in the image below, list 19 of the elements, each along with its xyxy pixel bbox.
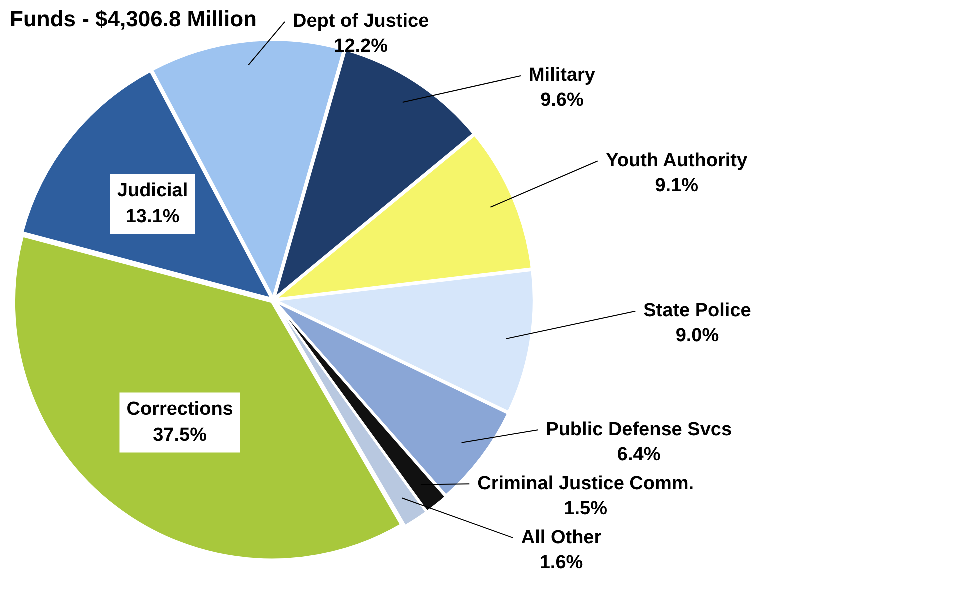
- data-label: 37.5%: [153, 424, 208, 446]
- data-label: 12.2%: [334, 36, 388, 58]
- data-label: 1.6%: [540, 552, 584, 574]
- slice-label: Corrections: [126, 398, 234, 420]
- slice-label: Dept of Justice: [292, 11, 430, 32]
- data-label: 1.5%: [564, 498, 608, 520]
- data-label: 9.0%: [676, 326, 720, 347]
- data-label: 9.1%: [655, 175, 699, 196]
- data-label: 6.4%: [617, 444, 661, 466]
- slice-label: Military: [528, 65, 596, 86]
- slice-label: All Other: [521, 527, 602, 548]
- slice-label: Judicial: [117, 180, 188, 202]
- data-label: 13.1%: [126, 206, 180, 228]
- chart-title: Funds - $4,306.8 Million: [10, 6, 257, 32]
- slice-label: State Police: [644, 300, 752, 322]
- slice-label: Public Defense Svcs: [546, 419, 732, 440]
- data-label: 9.6%: [540, 90, 584, 112]
- slice-label: Criminal Justice Comm.: [478, 473, 694, 494]
- slice-label: Youth Authority: [606, 150, 748, 172]
